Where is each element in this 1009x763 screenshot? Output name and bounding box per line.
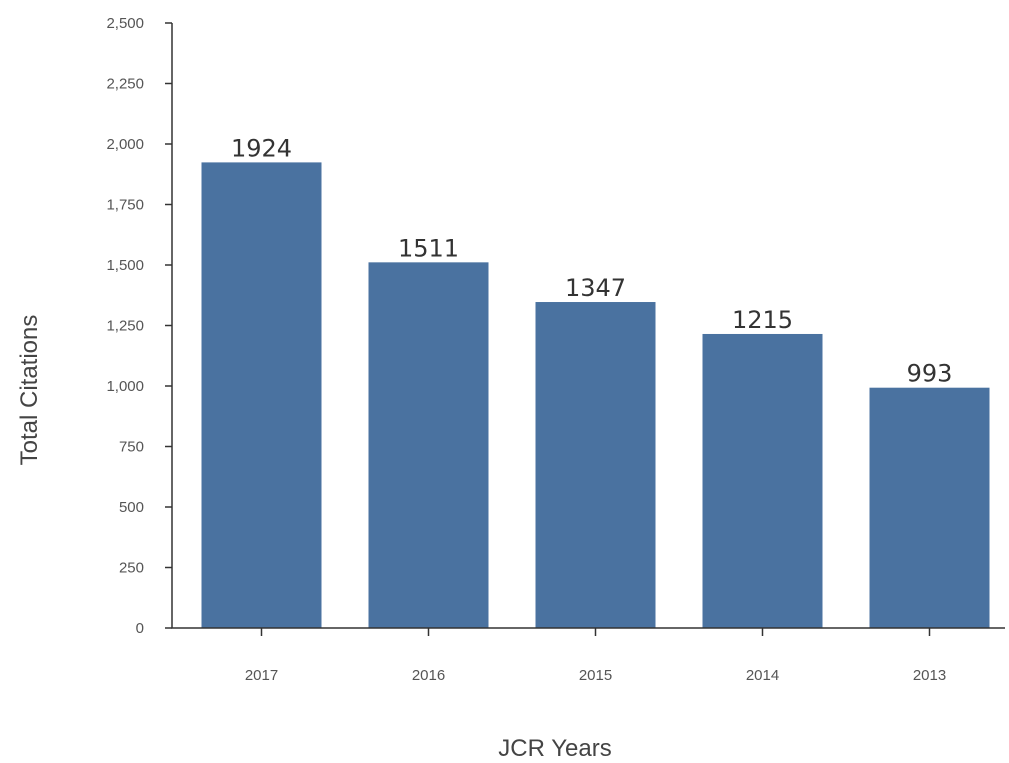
y-tick-label: 2,000 <box>106 136 144 153</box>
y-axis-title: Total Citations <box>16 315 43 466</box>
y-tick-label: 2,500 <box>106 15 144 32</box>
y-tick-label: 1,000 <box>106 378 144 395</box>
bar-value-label: 1511 <box>398 234 459 262</box>
bar-value-label: 1347 <box>565 274 626 302</box>
x-tick-label: 2017 <box>245 667 278 684</box>
bar-value-label: 1215 <box>732 306 793 334</box>
y-tick-label: 750 <box>119 439 144 456</box>
bar-value-label: 993 <box>907 360 953 388</box>
bar <box>201 162 322 628</box>
y-axis-ticks: 0 250 500 750 1,000 1,250 1,500 1,750 2,000 2,250… <box>106 15 172 637</box>
bar-value-label: 1924 <box>231 134 292 162</box>
x-tick-label: 2015 <box>579 667 612 684</box>
data-labels: 1924 1511 1347 1215 993 <box>231 134 952 387</box>
y-tick-label: 250 <box>119 560 144 577</box>
x-tick-label: 2013 <box>913 667 946 684</box>
bars <box>201 162 990 628</box>
x-tick-label: 2014 <box>746 667 779 684</box>
y-tick-label: 0 <box>136 620 144 637</box>
y-tick-label: 1,750 <box>106 197 144 214</box>
y-tick-label: 1,500 <box>106 257 144 274</box>
axis-lines <box>171 23 1005 629</box>
y-tick-label: 500 <box>119 499 144 516</box>
bar <box>535 302 656 628</box>
x-tick-label: 2016 <box>412 667 445 684</box>
x-axis-ticks: 2017 2016 2015 2014 2013 <box>245 628 946 684</box>
y-tick-label: 1,250 <box>106 318 144 335</box>
x-axis-title: JCR Years <box>498 735 611 762</box>
y-tick-label: 2,250 <box>106 76 144 93</box>
bar <box>869 387 990 628</box>
bar <box>368 262 489 628</box>
bar <box>702 333 823 628</box>
